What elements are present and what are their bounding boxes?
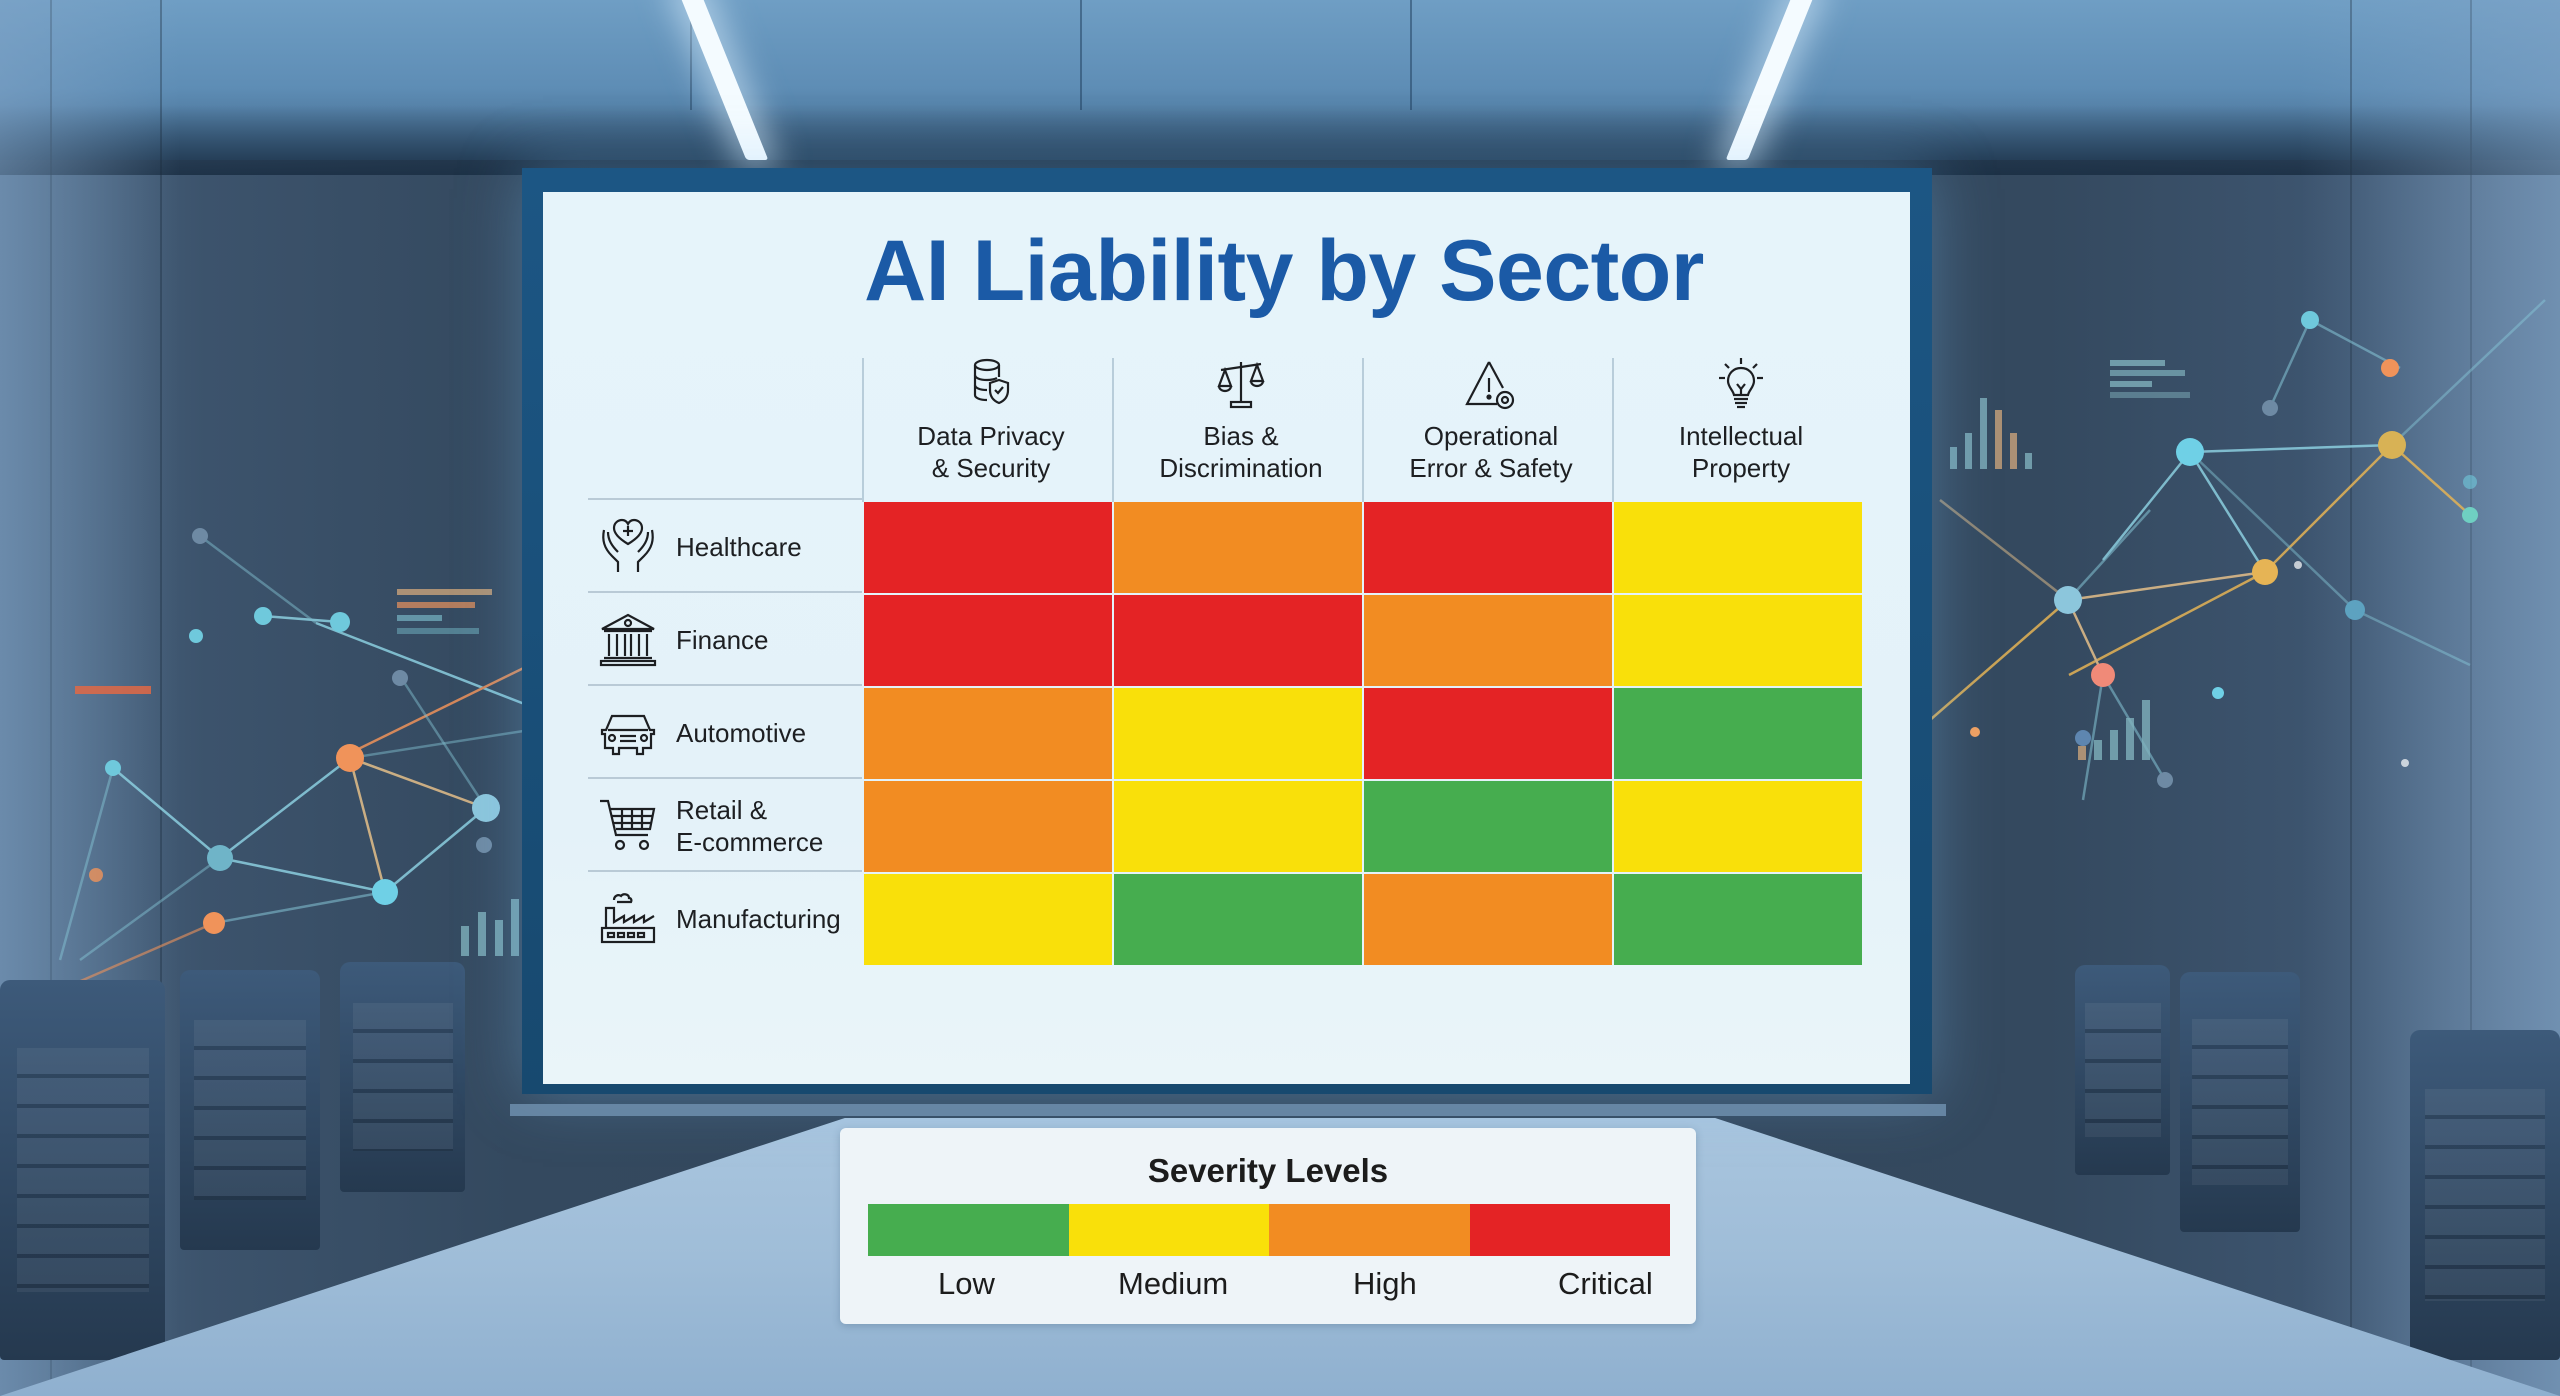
row-header-finance: Finance	[588, 593, 863, 686]
bank-icon	[599, 613, 657, 667]
grid-divider	[588, 498, 862, 500]
ceiling-seam	[1410, 0, 1412, 110]
column-header-bias: Bias & Discrimination	[1116, 356, 1366, 500]
shopping-cart-icon	[600, 799, 656, 851]
heatmap-cell	[864, 781, 1112, 872]
severity-legend: Severity Levels Low Medium High Critical	[840, 1128, 1696, 1324]
heatmap-cell	[1614, 502, 1862, 593]
legend-labels: Low Medium High Critical	[868, 1266, 1670, 1306]
column-header-intellectual-property: Intellectual Property	[1616, 356, 1866, 500]
ceiling-seam	[1080, 0, 1082, 110]
ceiling-shadow	[0, 105, 2560, 175]
row-header-manufacturing: Manufacturing	[588, 872, 863, 965]
row-label: Retail & E-commerce	[676, 794, 824, 857]
legend-swatch-high	[1269, 1204, 1470, 1256]
legend-swatch-critical	[1469, 1204, 1670, 1256]
grid-divider	[588, 684, 862, 686]
grid-divider	[1362, 358, 1364, 502]
row-label: Automotive	[676, 717, 807, 748]
chair	[2075, 965, 2170, 1175]
column-header-operational-error: Operational Error & Safety	[1366, 356, 1616, 500]
grid-divider	[1612, 358, 1614, 502]
heatmap-cell	[1114, 781, 1362, 872]
grid-divider	[588, 870, 862, 872]
column-label: Operational Error & Safety	[1409, 421, 1573, 483]
legend-swatch-low	[868, 1204, 1069, 1256]
heatmap-cell	[1364, 502, 1612, 593]
heart-hands-icon	[602, 518, 654, 572]
lightbulb-icon	[1719, 358, 1763, 409]
column-label: Data Privacy & Security	[917, 421, 1065, 483]
legend-label-critical: Critical	[1558, 1266, 1653, 1301]
heatmap-cell	[864, 502, 1112, 593]
legend-swatch-medium	[1068, 1204, 1269, 1256]
chair	[2180, 972, 2300, 1232]
heatmap-cell	[864, 688, 1112, 779]
heatmap-cell	[864, 874, 1112, 965]
grid-divider	[862, 358, 864, 502]
column-header-data-privacy: Data Privacy & Security	[866, 356, 1116, 500]
row-label: Finance	[676, 624, 769, 655]
legend-label-high: High	[1353, 1266, 1417, 1301]
heatmap-cell	[1114, 502, 1362, 593]
heatmap-cell	[1614, 874, 1862, 965]
heatmap-cell	[1614, 688, 1862, 779]
grid-divider	[588, 777, 862, 779]
row-header-healthcare: Healthcare	[588, 500, 863, 593]
column-label: Intellectual Property	[1678, 421, 1804, 483]
heatmap-cell	[1114, 688, 1362, 779]
chart-title: AI Liability by Sector	[864, 223, 1704, 319]
heatmap-cell	[1114, 595, 1362, 686]
row-header-automotive: Automotive	[588, 686, 863, 779]
row-label: Manufacturing	[676, 903, 841, 934]
grid-divider	[588, 591, 862, 593]
row-label: Healthcare	[676, 531, 802, 562]
screen-ledge	[510, 1104, 1946, 1116]
ceiling-seam	[690, 0, 692, 110]
factory-icon	[600, 893, 656, 944]
heatmap-cell	[1614, 595, 1862, 686]
heatmap-cell	[1364, 874, 1612, 965]
legend-label-medium: Medium	[1118, 1266, 1229, 1301]
heatmap-cell	[1364, 595, 1612, 686]
warning-triangle-icon	[1465, 361, 1515, 410]
column-label: Bias & Discrimination	[1159, 421, 1323, 483]
chair	[2410, 1030, 2560, 1360]
car-icon	[600, 714, 656, 756]
chair	[180, 970, 320, 1250]
scales-icon	[1217, 361, 1265, 409]
legend-title: Severity Levels	[1147, 1152, 1389, 1189]
chair	[0, 980, 165, 1360]
heatmap-cell	[1364, 781, 1612, 872]
row-header-retail: Retail & E-commerce	[588, 779, 863, 872]
database-shield-icon	[973, 358, 1010, 405]
grid-divider	[1112, 358, 1114, 502]
chair	[340, 962, 465, 1192]
legend-label-low: Low	[938, 1266, 995, 1301]
heatmap-cell	[1114, 874, 1362, 965]
heatmap-cell	[1364, 688, 1612, 779]
heatmap-cell	[1614, 781, 1862, 872]
legend-color-bar	[868, 1204, 1670, 1256]
heatmap-cell	[864, 595, 1112, 686]
